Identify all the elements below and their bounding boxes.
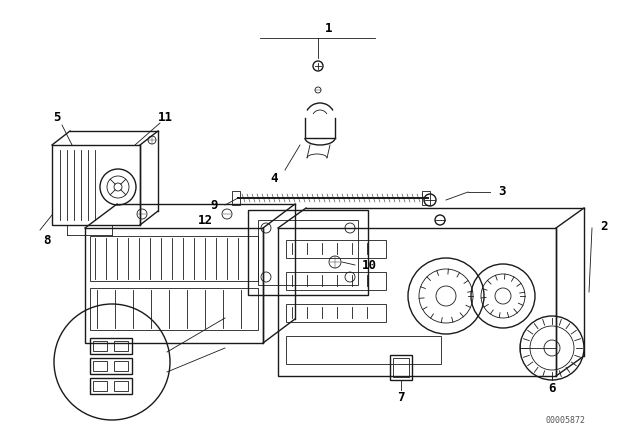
Bar [90,236,258,281]
Text: 00005872: 00005872 [545,415,585,425]
Bar [85,228,263,343]
Bar [248,210,368,295]
Text: 7: 7 [397,391,404,404]
Text: 6: 6 [548,382,556,395]
Bar [90,358,132,374]
Text: 11: 11 [157,111,173,124]
Bar [286,304,386,322]
Bar [93,381,107,391]
Text: 4: 4 [271,172,278,185]
Bar [90,288,258,330]
Bar [286,336,441,364]
Bar [286,240,386,258]
Bar [93,361,107,371]
Bar [90,378,132,394]
Bar [278,228,556,376]
Text: 8: 8 [44,233,51,246]
Bar [422,191,430,205]
Bar [93,341,107,351]
Bar [90,338,132,354]
Text: 9: 9 [211,198,218,211]
Bar [393,358,409,377]
Bar [52,145,140,225]
Text: 1: 1 [325,22,333,34]
Bar [232,191,240,205]
Text: 5: 5 [53,111,61,124]
Text: 3: 3 [498,185,506,198]
Text: 12: 12 [198,214,212,227]
Text: 10: 10 [362,258,377,271]
Bar [286,272,386,290]
Text: 2: 2 [600,220,607,233]
Bar [114,341,128,351]
Bar [258,220,358,285]
Bar [114,361,128,371]
Bar [390,355,412,380]
Bar [114,381,128,391]
